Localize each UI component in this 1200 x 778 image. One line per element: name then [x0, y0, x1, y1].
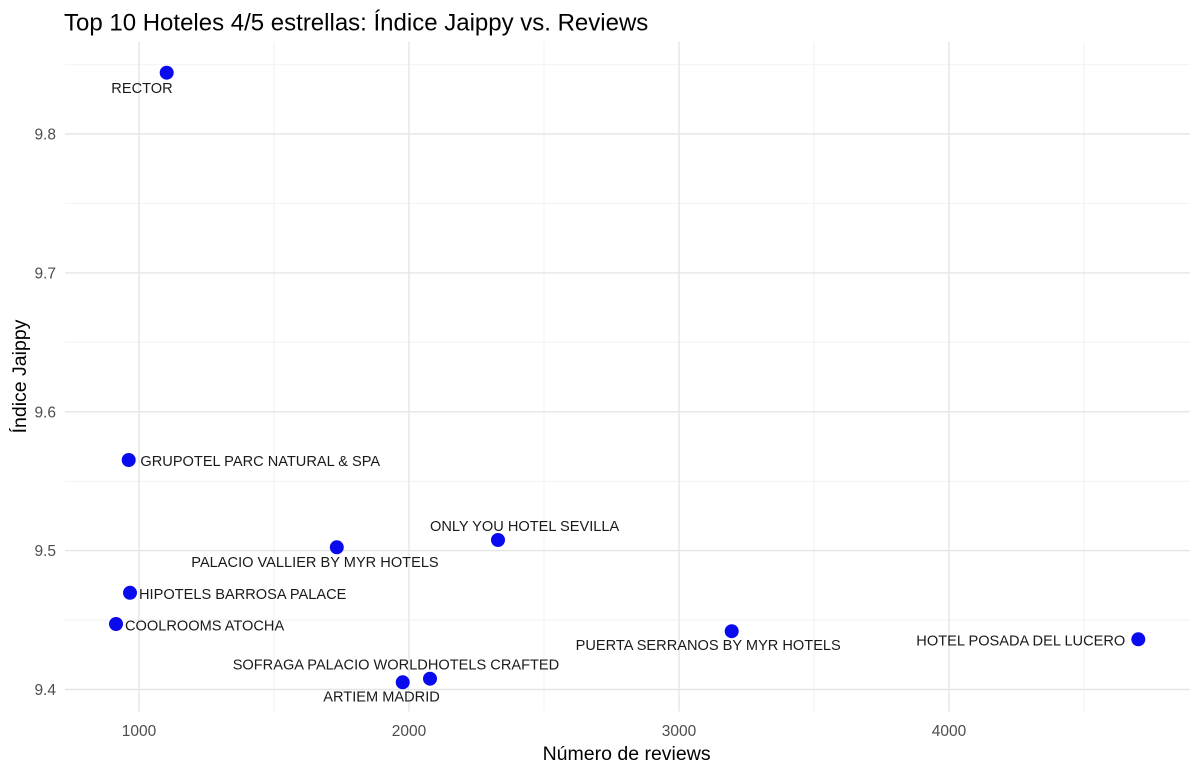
svg-text:Índice Jaippy: Índice Jaippy — [8, 319, 31, 433]
svg-text:4000: 4000 — [932, 723, 967, 740]
svg-text:3000: 3000 — [662, 723, 697, 740]
svg-text:9.6: 9.6 — [34, 404, 56, 421]
svg-text:9.5: 9.5 — [34, 543, 56, 560]
svg-text:ONLY YOU HOTEL SEVILLA: ONLY YOU HOTEL SEVILLA — [430, 519, 620, 535]
svg-text:PALACIO VALLIER BY MYR HOTELS: PALACIO VALLIER BY MYR HOTELS — [191, 555, 439, 571]
svg-text:ARTIEM MADRID: ARTIEM MADRID — [323, 690, 440, 706]
svg-text:COOLROOMS ATOCHA: COOLROOMS ATOCHA — [125, 618, 284, 634]
svg-text:Número de reviews: Número de reviews — [543, 743, 711, 765]
svg-text:9.4: 9.4 — [34, 682, 56, 699]
svg-text:9.8: 9.8 — [34, 127, 56, 144]
svg-text:GRUPOTEL PARC NATURAL & SPA: GRUPOTEL PARC NATURAL & SPA — [140, 454, 380, 470]
svg-text:1000: 1000 — [122, 723, 157, 740]
svg-text:HOTEL POSADA DEL LUCERO: HOTEL POSADA DEL LUCERO — [916, 633, 1125, 649]
svg-text:2000: 2000 — [392, 723, 427, 740]
svg-text:HIPOTELS BARROSA PALACE: HIPOTELS BARROSA PALACE — [139, 587, 347, 603]
svg-text:9.7: 9.7 — [34, 266, 56, 283]
svg-text:PUERTA SERRANOS BY MYR HOTELS: PUERTA SERRANOS BY MYR HOTELS — [576, 638, 841, 654]
svg-text:RECTOR: RECTOR — [111, 81, 172, 97]
svg-text:SOFRAGA PALACIO WORLDHOTELS CR: SOFRAGA PALACIO WORLDHOTELS CRAFTED — [233, 657, 560, 673]
svg-text:Top 10 Hoteles 4/5 estrellas:: Top 10 Hoteles 4/5 estrellas: Índice Jai… — [64, 10, 648, 37]
